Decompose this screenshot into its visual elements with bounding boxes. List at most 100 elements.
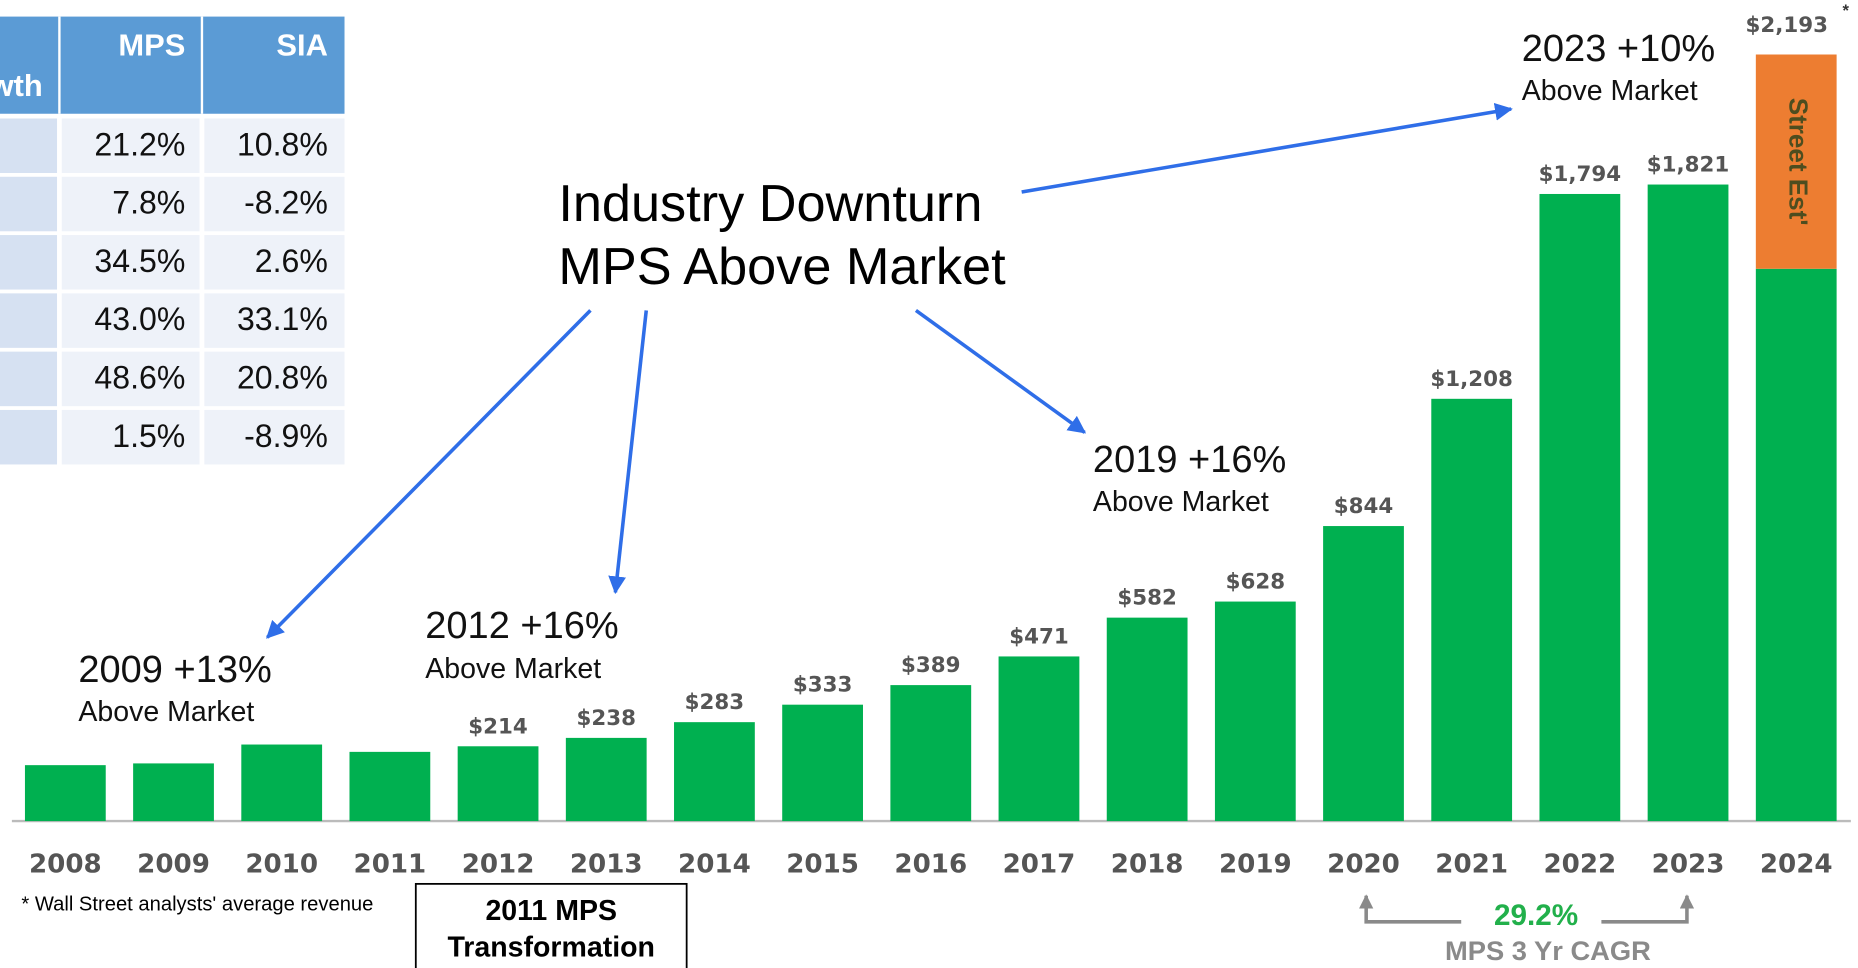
annotation-text: Above Market	[1522, 75, 1698, 107]
total-label: $2,193	[1745, 13, 1827, 38]
table-cell: 10.8%	[237, 126, 328, 162]
value-label: $844	[1334, 494, 1393, 519]
value-label: $238	[576, 706, 635, 731]
header-cell: SIA	[276, 28, 327, 63]
cagr-label: MPS 3 Yr CAGR	[1445, 935, 1651, 966]
cell-bg	[61, 351, 200, 407]
value-label: $582	[1117, 586, 1176, 611]
bar	[349, 751, 431, 822]
arrow	[1021, 102, 1513, 194]
value-label: $333	[793, 673, 852, 698]
value-label: $1,821	[1647, 153, 1729, 178]
x-tick-label: 2024	[1760, 849, 1833, 879]
value-label: $471	[1009, 625, 1068, 650]
annotation-text: Above Market	[425, 653, 601, 685]
callout-arrows	[266, 102, 1513, 639]
table-cell: 20.8%	[237, 360, 328, 396]
arrow	[608, 310, 649, 595]
cell-bg	[204, 351, 345, 407]
bar	[890, 685, 972, 822]
bar	[1755, 268, 1837, 822]
cagr-bracket	[1359, 894, 1695, 924]
table-cell: 34.5%	[94, 243, 185, 279]
x-tick-label: 2009	[137, 849, 210, 879]
growth-table: wth MPS SIA 21.2% 10.8% 7.8% -8.2% 34.5% 2.6% 43.…	[0, 16, 345, 465]
x-tick-label: 2022	[1544, 849, 1617, 879]
bar	[782, 704, 863, 822]
bar	[133, 763, 214, 822]
table-cell: 48.6%	[94, 360, 185, 396]
bar	[457, 746, 539, 822]
x-tick-label: 2014	[678, 849, 751, 879]
cell-bg	[61, 118, 200, 173]
x-tick-label: 2008	[29, 849, 102, 879]
cell-bg	[0, 293, 58, 348]
value-label: $214	[468, 714, 527, 739]
headline: Industry Downturn	[558, 175, 982, 233]
x-tick-label: 2015	[786, 849, 859, 879]
bar	[1647, 184, 1729, 822]
bar	[674, 722, 755, 822]
arrow	[914, 308, 1087, 434]
x-tick-label: 2016	[894, 849, 967, 879]
cell-bg	[204, 118, 345, 173]
cell-bg	[204, 235, 345, 290]
x-tick-label: 2021	[1435, 849, 1508, 879]
total-note: *	[1843, 1, 1850, 20]
x-tick-label: 2019	[1219, 849, 1292, 879]
bar	[1431, 398, 1513, 822]
bar	[241, 744, 323, 822]
annotation-text: Above Market	[78, 696, 254, 728]
headline: MPS Above Market	[558, 238, 1006, 296]
bar	[1214, 601, 1296, 822]
bar	[998, 656, 1080, 822]
x-tick-label: 2023	[1652, 849, 1725, 879]
bar	[1539, 193, 1621, 822]
segment-label: Street Est'	[1783, 98, 1813, 226]
table-cell: -8.9%	[244, 418, 328, 454]
cell-bg	[204, 176, 345, 232]
bar	[1106, 617, 1188, 822]
header-cell: wth	[0, 68, 43, 103]
arrow	[266, 309, 592, 639]
x-tick-label: 2013	[570, 849, 643, 879]
bar	[565, 737, 647, 822]
annotation-title: 2023 +10%	[1522, 28, 1715, 70]
cell-bg	[0, 235, 58, 290]
header-bg	[0, 16, 345, 114]
box-text: Transformation	[447, 932, 654, 964]
value-label: $628	[1226, 570, 1285, 595]
annotation-title: 2009 +13%	[78, 649, 271, 691]
annotation-title: 2019 +16%	[1093, 439, 1286, 481]
annotation-title: 2012 +16%	[425, 605, 618, 647]
x-tick-label: 2012	[462, 849, 535, 879]
cell-bg	[0, 118, 58, 173]
value-label: $283	[685, 690, 744, 715]
table-cell: 2.6%	[255, 243, 328, 279]
table-cell: 33.1%	[237, 301, 328, 337]
table-cell: -8.2%	[244, 185, 328, 221]
footnote: * Wall Street analysts' average revenue	[21, 894, 373, 916]
x-tick-label: 2010	[245, 849, 318, 879]
box	[414, 882, 688, 968]
bar	[1323, 526, 1404, 822]
table-cell: 43.0%	[94, 301, 185, 337]
cell-bg	[0, 176, 58, 232]
table-cell: 21.2%	[94, 126, 185, 162]
cell-bg	[61, 293, 200, 348]
table-cell: 1.5%	[112, 418, 185, 454]
bar	[24, 765, 106, 822]
bracket	[1359, 894, 1462, 924]
cell-bg	[61, 235, 200, 290]
bar	[1755, 54, 1837, 269]
annotation-text: Above Market	[1093, 486, 1269, 518]
x-tick-label: 2018	[1111, 849, 1184, 879]
cell-bg	[61, 409, 200, 465]
cell-bg	[204, 409, 345, 465]
cell-bg	[0, 409, 58, 465]
cagr-value: 29.2%	[1494, 899, 1578, 932]
header-cell: MPS	[118, 28, 185, 63]
box-text: 2011 MPS	[485, 895, 617, 927]
cell-bg	[61, 176, 200, 232]
